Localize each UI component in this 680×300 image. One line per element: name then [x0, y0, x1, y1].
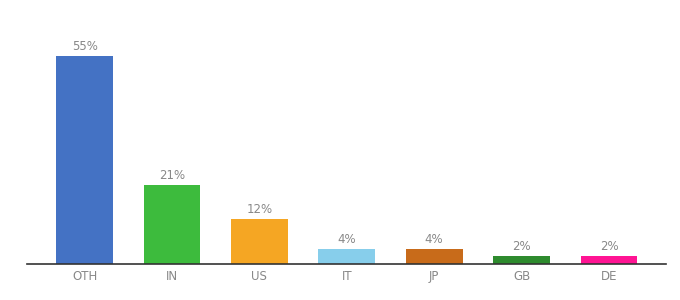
Text: 2%: 2% [600, 240, 618, 254]
Text: 55%: 55% [71, 40, 98, 53]
Bar [493, 256, 550, 264]
Bar [231, 219, 288, 264]
Text: 4%: 4% [425, 233, 443, 246]
Bar [406, 249, 462, 264]
Bar [318, 249, 375, 264]
Bar [56, 56, 113, 264]
Text: 4%: 4% [337, 233, 356, 246]
Bar [581, 256, 637, 264]
Bar [143, 185, 201, 264]
Text: 12%: 12% [246, 203, 273, 216]
Text: 2%: 2% [512, 240, 531, 254]
Text: 21%: 21% [159, 169, 185, 182]
